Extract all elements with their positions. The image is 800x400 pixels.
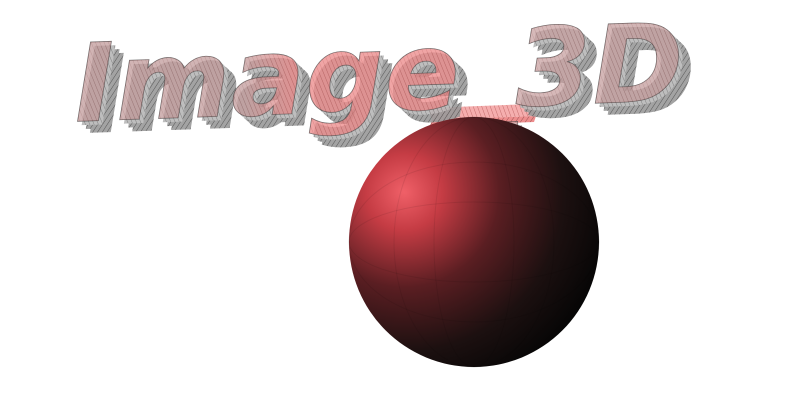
extruded-title: Image_3D Image_3D Image_3D Image_3D Imag… — [71, 1, 698, 159]
shaded-sphere — [348, 116, 600, 368]
title-extrusion: Image_3D Image_3D Image_3D — [76, 5, 698, 159]
title-wireframe-overlay: Image_3D — [72, 1, 686, 147]
title-extrusion-layer-2: Image_3D — [80, 9, 694, 155]
title-extrusion-layer-3: Image_3D — [76, 5, 690, 151]
title-front-face: Image_3D — [72, 1, 686, 147]
title-extrusion-layer-1: Image_3D — [84, 13, 698, 159]
